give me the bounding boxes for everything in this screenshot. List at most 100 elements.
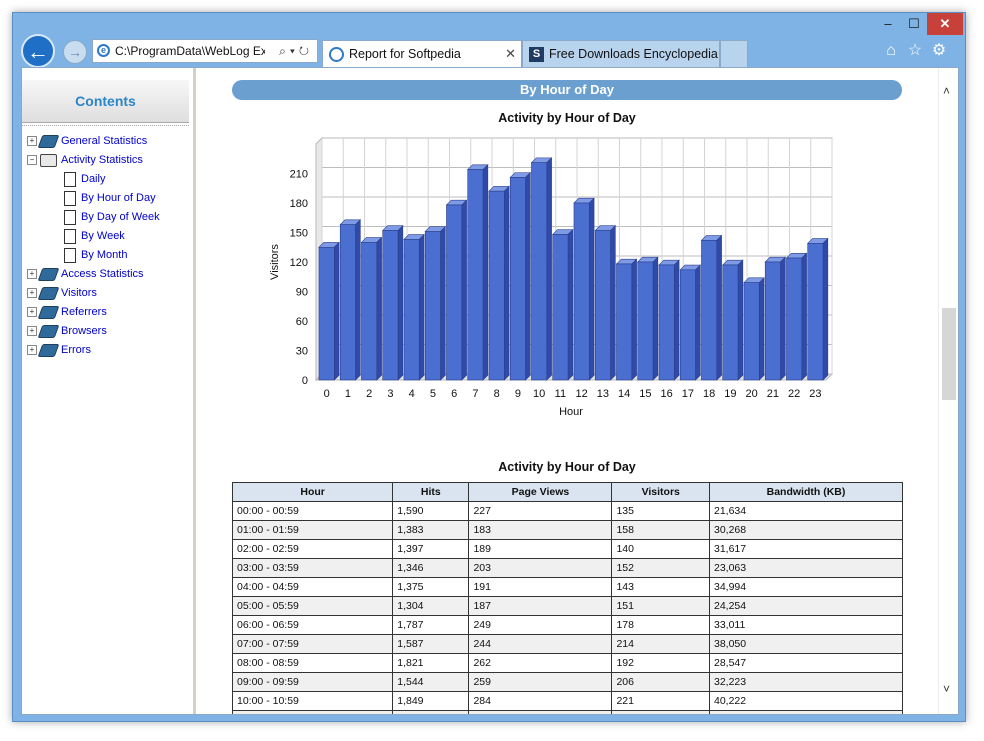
back-button[interactable]: ← bbox=[21, 34, 55, 68]
tree-by-hour-of-day[interactable]: By Hour of Day bbox=[64, 189, 156, 207]
bar-side bbox=[780, 256, 786, 381]
expand-icon[interactable]: + bbox=[27, 307, 37, 318]
table-row: 07:00 - 07:59 1,587 244 214 38,050 bbox=[231, 634, 903, 654]
tree-daily[interactable]: Daily bbox=[64, 170, 105, 188]
address-url[interactable]: C:\ProgramData\WebLog Ex bbox=[115, 44, 265, 58]
y-tick-label: 90 bbox=[296, 287, 308, 299]
tree-label[interactable]: Referrers bbox=[61, 306, 107, 318]
x-tick-label: 21 bbox=[767, 388, 779, 400]
table-cell: 23,063 bbox=[709, 558, 903, 578]
tree-label[interactable]: Browsers bbox=[61, 325, 107, 337]
expand-icon[interactable]: + bbox=[27, 326, 37, 337]
bar bbox=[552, 234, 569, 381]
tree-label[interactable]: By Week bbox=[81, 230, 125, 242]
y-tick-label: 180 bbox=[290, 198, 308, 210]
address-tools: ⌕▾↻ bbox=[279, 40, 313, 62]
page-icon bbox=[64, 228, 76, 244]
expand-icon[interactable]: + bbox=[27, 288, 37, 299]
forward-button[interactable]: → bbox=[63, 40, 87, 64]
x-tick-label: 12 bbox=[576, 388, 588, 400]
minimize-button[interactable]: – bbox=[884, 16, 892, 31]
tree-label[interactable]: Access Statistics bbox=[61, 268, 144, 280]
table-cell: 1,544 bbox=[392, 672, 470, 692]
x-tick-label: 1 bbox=[345, 388, 351, 400]
bar bbox=[807, 243, 824, 381]
x-tick-label: 0 bbox=[324, 388, 330, 400]
expand-icon[interactable]: + bbox=[27, 345, 37, 356]
bar-side bbox=[567, 228, 574, 381]
bar bbox=[637, 261, 654, 381]
close-tab-icon[interactable]: ✕ bbox=[505, 46, 516, 61]
tree-activity-statistics[interactable]: − Activity Statistics bbox=[27, 151, 143, 169]
table-cell: 1,787 bbox=[392, 615, 470, 635]
table-cell: 24,254 bbox=[709, 596, 903, 616]
y-tick-label: 0 bbox=[302, 375, 308, 387]
maximize-button[interactable]: ☐ bbox=[908, 16, 920, 31]
table-cell: 135 bbox=[611, 501, 710, 521]
table-cell: 216 bbox=[468, 710, 613, 714]
table-cell: 10:00 - 10:59 bbox=[231, 691, 394, 711]
tree-label[interactable]: Daily bbox=[81, 173, 106, 185]
table-row: 01:00 - 01:59 1,383 183 158 30,268 bbox=[231, 520, 903, 540]
tree-label[interactable]: Errors bbox=[61, 344, 91, 356]
table-cell: 1,304 bbox=[392, 596, 470, 616]
table-header-cell: Bandwidth (KB) bbox=[709, 482, 903, 502]
table-cell: 21,634 bbox=[709, 501, 903, 521]
tree-referrers[interactable]: + Referrers bbox=[27, 303, 107, 321]
tree-by-month[interactable]: By Month bbox=[64, 246, 127, 264]
expand-icon[interactable]: + bbox=[27, 136, 37, 147]
x-tick-label: 18 bbox=[703, 388, 715, 400]
bar bbox=[467, 169, 484, 381]
tab-report[interactable]: Report for Softpedia ✕ bbox=[322, 40, 522, 67]
tree-label[interactable]: Visitors bbox=[61, 287, 97, 299]
table-cell: 249 bbox=[468, 615, 613, 635]
tab-label: Report for Softpedia bbox=[349, 47, 461, 61]
home-icon[interactable]: ⌂ bbox=[886, 42, 896, 59]
tree-errors[interactable]: + Errors bbox=[27, 341, 91, 359]
x-tick-label: 4 bbox=[409, 388, 415, 400]
bar-side bbox=[716, 234, 722, 381]
tree-visitors[interactable]: + Visitors bbox=[27, 284, 97, 302]
table-cell: 34,994 bbox=[709, 577, 903, 597]
x-tick-label: 8 bbox=[494, 388, 500, 400]
tree-access-statistics[interactable]: + Access Statistics bbox=[27, 265, 144, 283]
table-cell: 284 bbox=[468, 691, 613, 711]
tree-label[interactable]: By Day of Week bbox=[81, 211, 160, 223]
table-row: 05:00 - 05:59 1,304 187 151 24,254 bbox=[231, 596, 903, 616]
star-icon[interactable]: ☆ bbox=[907, 42, 923, 59]
tree-label[interactable]: By Month bbox=[81, 249, 128, 261]
tree-browsers[interactable]: + Browsers bbox=[27, 322, 107, 340]
close-window-button[interactable]: ✕ bbox=[927, 13, 963, 35]
table-cell: 178 bbox=[611, 615, 710, 635]
search-icon[interactable]: ⌕ bbox=[279, 44, 290, 58]
chevron-up-icon[interactable]: ˄ bbox=[943, 84, 951, 98]
tree-by-day-of-week[interactable]: By Day of Week bbox=[64, 208, 160, 226]
bar-side bbox=[397, 225, 404, 381]
table-cell: 140 bbox=[611, 539, 710, 559]
tree-label[interactable]: General Statistics bbox=[61, 135, 148, 147]
page-content: Contents + General Statistics − Activity S… bbox=[21, 67, 959, 715]
table-cell: 09:00 - 09:59 bbox=[231, 672, 394, 692]
tree-label[interactable]: Activity Statistics bbox=[61, 154, 143, 166]
table-row: 02:00 - 02:59 1,397 189 140 31,617 bbox=[231, 539, 903, 559]
tab-softpedia[interactable]: S Free Downloads Encyclopedia ... bbox=[522, 40, 720, 67]
bar-side bbox=[610, 225, 616, 381]
chevron-down-icon[interactable]: ˅ bbox=[943, 682, 951, 696]
tree-by-week[interactable]: By Week bbox=[64, 227, 125, 245]
refresh-icon[interactable]: ↻ bbox=[298, 44, 313, 58]
address-bar[interactable]: e C:\ProgramData\WebLog Ex ⌕▾↻ bbox=[92, 39, 318, 63]
x-tick-label: 16 bbox=[661, 388, 673, 400]
table-cell: 33,011 bbox=[709, 615, 903, 635]
expand-icon[interactable]: + bbox=[27, 269, 37, 280]
new-tab-button[interactable] bbox=[720, 40, 748, 67]
tree-general-statistics[interactable]: + General Statistics bbox=[27, 132, 147, 150]
vertical-scrollbar[interactable]: ˄ ˅ bbox=[938, 68, 958, 714]
bar bbox=[509, 177, 526, 381]
collapse-icon[interactable]: − bbox=[27, 155, 37, 166]
gear-icon[interactable]: ⚙ bbox=[931, 42, 947, 59]
chevron-down-icon[interactable]: ▾ bbox=[289, 44, 299, 58]
scroll-thumb[interactable] bbox=[942, 308, 956, 400]
tree-label[interactable]: By Hour of Day bbox=[81, 192, 156, 204]
x-tick-label: 17 bbox=[682, 388, 694, 400]
